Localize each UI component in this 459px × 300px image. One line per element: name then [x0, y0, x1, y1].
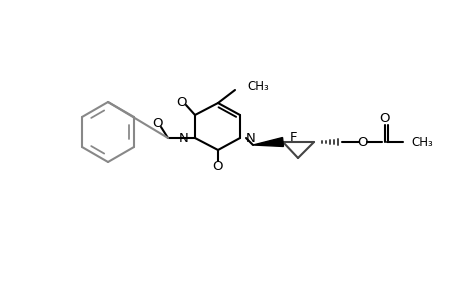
Text: F: F	[289, 131, 297, 144]
Text: O: O	[176, 95, 187, 109]
Text: O: O	[212, 160, 223, 172]
Text: N: N	[179, 131, 189, 145]
Text: CH₃: CH₃	[410, 136, 432, 148]
Text: N: N	[246, 131, 255, 145]
Text: O: O	[379, 112, 389, 124]
Text: CH₃: CH₃	[246, 80, 268, 92]
Polygon shape	[252, 137, 283, 146]
Text: O: O	[357, 136, 368, 148]
Text: O: O	[152, 116, 163, 130]
